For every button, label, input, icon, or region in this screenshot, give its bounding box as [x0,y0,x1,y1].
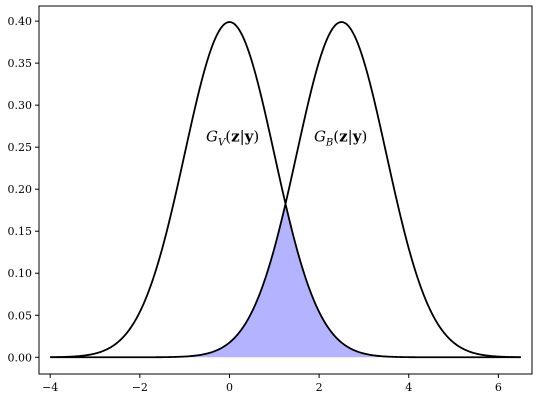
overlap-shaded-area [50,203,521,358]
overlap-fill [50,203,521,358]
x-tick-label: 0 [226,381,233,394]
x-tick-label: 6 [495,381,502,394]
y-tick-label: 0.05 [8,309,33,322]
axes: −4 −2 0 2 4 6 0.00 0.05 0.10 0.15 0.20 0.25 0.30 0.35… [8,5,533,394]
y-tick-label: 0.35 [8,57,33,70]
series-line-gb [50,21,521,359]
curve-label-gv: GV(z|y) [206,127,259,148]
curves [50,21,521,359]
y-tick-label: 0.10 [8,267,33,280]
x-tick-label: −4 [42,381,58,394]
y-tick-label: 0.15 [8,225,33,238]
curve-labels: GV(z|y) GB(z|y) [206,127,367,148]
x-tick-label: 4 [405,381,412,394]
y-tick-label: 0.40 [8,15,33,28]
x-tick-label: −2 [132,381,148,394]
x-tick-label: 2 [316,381,323,394]
plot-frame [38,5,533,375]
y-tick-label: 0.20 [8,183,33,196]
y-tick-label: 0.00 [8,351,33,364]
y-tick-label: 0.30 [8,99,33,112]
curve-label-gb: GB(z|y) [314,127,367,148]
y-tick-label: 0.25 [8,141,33,154]
